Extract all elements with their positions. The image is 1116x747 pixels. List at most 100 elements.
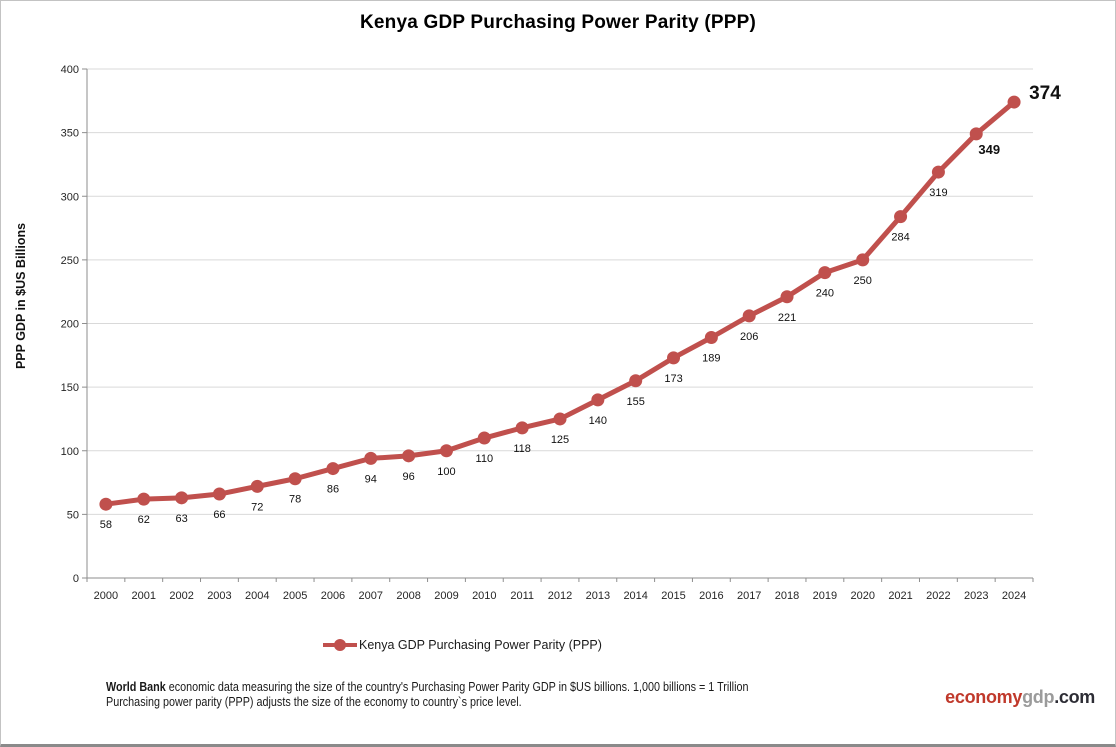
data-label: 155: [627, 396, 645, 408]
x-tick-label: 2013: [586, 590, 610, 602]
data-point: [99, 497, 113, 511]
data-point: [856, 253, 870, 267]
footer-line-1: World Bank economic data measuring the s…: [106, 679, 880, 694]
data-label: 240: [816, 288, 834, 300]
y-tick-label: 400: [61, 64, 79, 76]
x-tick-label: 2006: [321, 590, 345, 602]
footer-bold-source: World Bank: [106, 679, 166, 694]
data-label: 221: [778, 312, 796, 324]
data-label: 125: [551, 434, 569, 446]
y-tick-label: 350: [61, 128, 79, 140]
data-label: 100: [437, 466, 455, 478]
data-label: 78: [289, 494, 301, 506]
x-tick-label: 2016: [699, 590, 723, 602]
data-label: 110: [476, 453, 494, 465]
x-tick-label: 2010: [472, 590, 496, 602]
x-tick-label: 2023: [964, 590, 988, 602]
x-tick-label: 2019: [813, 590, 837, 602]
x-tick-label: 2008: [396, 590, 420, 602]
legend-line-marker-icon: [323, 639, 357, 651]
data-label: 62: [138, 514, 150, 526]
y-tick-label: 100: [61, 446, 79, 458]
data-point: [402, 449, 416, 463]
data-point: [780, 290, 794, 304]
data-point: [629, 374, 643, 388]
data-label: 173: [664, 373, 682, 385]
data-point: [818, 266, 832, 280]
data-label: 66: [213, 509, 225, 521]
data-point: [591, 393, 605, 407]
y-tick-label: 150: [61, 382, 79, 394]
x-tick-label: 2002: [169, 590, 193, 602]
data-label: 284: [891, 232, 909, 244]
y-tick-label: 50: [67, 509, 79, 521]
data-point: [477, 431, 491, 445]
x-tick-label: 2014: [623, 590, 647, 602]
data-point: [439, 444, 453, 458]
data-point: [931, 165, 945, 179]
data-point: [137, 492, 151, 506]
legend-label: Kenya GDP Purchasing Power Parity (PPP): [359, 638, 602, 652]
data-point: [894, 210, 908, 224]
data-label: 94: [365, 473, 377, 485]
site-logo: economygdp.com: [945, 687, 1095, 708]
x-tick-label: 2018: [775, 590, 799, 602]
y-tick-label: 300: [61, 191, 79, 203]
footer-line-2: Purchasing power parity (PPP) adjusts th…: [106, 694, 880, 709]
data-label: 86: [327, 484, 339, 496]
data-point: [288, 472, 302, 486]
x-tick-label: 2020: [850, 590, 874, 602]
x-tick-label: 2003: [207, 590, 231, 602]
data-point: [326, 462, 340, 476]
data-label: 140: [589, 415, 607, 427]
x-tick-label: 2021: [888, 590, 912, 602]
x-tick-label: 2017: [737, 590, 761, 602]
footer-line-1-text: economic data measuring the size of the …: [165, 679, 749, 694]
data-label: 118: [513, 443, 531, 455]
data-point: [704, 330, 718, 344]
data-point: [553, 412, 567, 426]
legend-dot-icon: [334, 639, 346, 651]
chart-svg: 0 50 100 150 200 250 300 350 400 2000 2001 2002 2003…: [14, 64, 1061, 602]
x-tick-label: 2011: [510, 590, 534, 602]
data-label: 319: [929, 187, 947, 199]
logo-part-economy: economy: [945, 687, 1023, 707]
data-label: 349: [978, 142, 1000, 157]
footer-line-2-text: Purchasing power parity (PPP) adjusts th…: [106, 694, 522, 709]
data-point: [175, 491, 189, 505]
data-label: 250: [854, 275, 872, 287]
x-tick-label: 2004: [245, 590, 269, 602]
data-point: [212, 487, 226, 501]
x-tick-label: 2009: [434, 590, 458, 602]
data-point: [364, 451, 378, 465]
x-tick-label: 2000: [94, 590, 118, 602]
y-tick-label: 200: [61, 319, 79, 331]
chart-title: Kenya GDP Purchasing Power Parity (PPP): [359, 12, 757, 33]
x-tick-label: 2012: [548, 590, 572, 602]
x-tick-label: 2022: [926, 590, 950, 602]
data-label: 189: [702, 352, 720, 364]
data-label: 72: [251, 501, 263, 513]
data-label: 206: [740, 331, 758, 343]
x-tick-label: 2024: [1002, 590, 1026, 602]
x-tick-label: 2005: [283, 590, 307, 602]
data-point: [1007, 95, 1021, 109]
logo-part-gdp: gdp: [1022, 687, 1055, 707]
y-axis-title: PPP GDP in $US Billions: [14, 223, 28, 369]
legend: Kenya GDP Purchasing Power Parity (PPP): [323, 634, 602, 656]
data-label: 58: [100, 519, 112, 531]
x-tick-label: 2001: [132, 590, 156, 602]
data-point: [667, 351, 681, 365]
data-point: [742, 309, 756, 323]
footer-note: World Bank economic data measuring the s…: [106, 679, 880, 709]
logo-part-com: .com: [1054, 687, 1095, 707]
data-label: 63: [175, 513, 187, 525]
data-point: [250, 479, 264, 493]
y-tick-label: 250: [61, 255, 79, 267]
data-label: 374: [1029, 83, 1061, 104]
x-tick-label: 2015: [661, 590, 685, 602]
y-tick-label: 0: [73, 573, 79, 585]
data-point: [969, 127, 983, 141]
data-point: [515, 421, 529, 435]
